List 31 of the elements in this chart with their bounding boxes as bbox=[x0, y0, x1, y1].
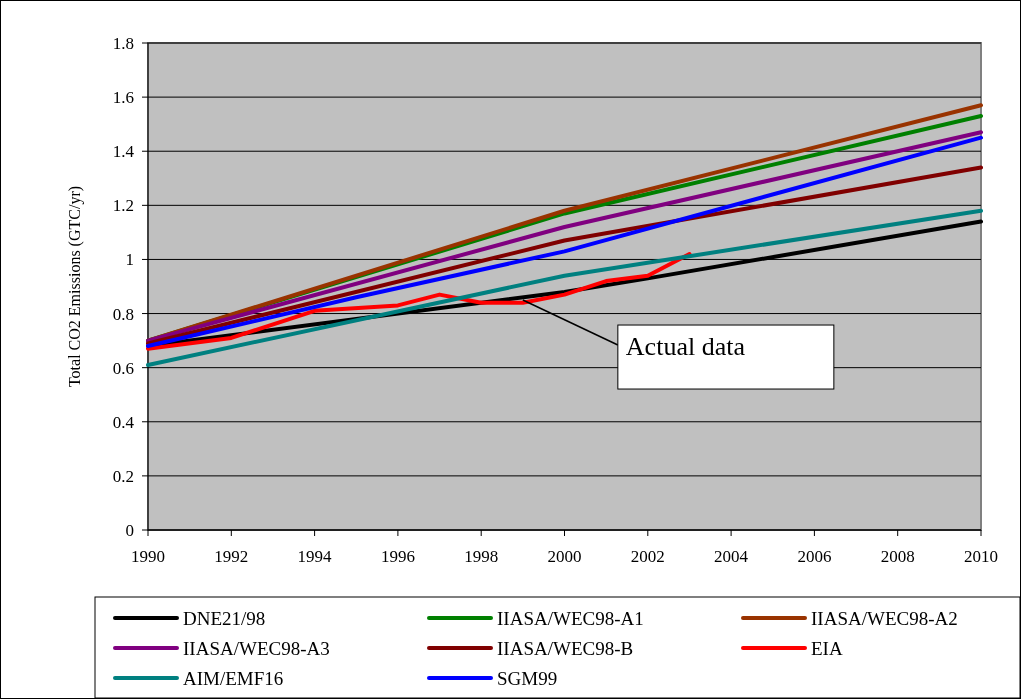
y-tick-label: 0.8 bbox=[112, 304, 134, 324]
x-tick-label: 1996 bbox=[380, 547, 415, 566]
y-tick-label: 0.4 bbox=[112, 412, 135, 432]
y-tick-label: 1.2 bbox=[112, 196, 134, 216]
y-tick-label: 1 bbox=[125, 250, 134, 270]
legend-label: AIM/EMF16 bbox=[183, 667, 284, 689]
y-tick-label: 1.8 bbox=[112, 33, 134, 53]
x-tick-label: 2002 bbox=[630, 547, 665, 566]
x-tick-label: 1990 bbox=[131, 547, 165, 566]
legend-label: IIASA/WEC98-A1 bbox=[497, 607, 644, 629]
y-tick-label: 0.2 bbox=[112, 466, 134, 486]
y-tick-label: 1.6 bbox=[112, 88, 134, 108]
legend-label: IIASA/WEC98-A2 bbox=[811, 607, 958, 629]
x-tick-label: 2006 bbox=[797, 547, 832, 566]
x-tick-label: 2004 bbox=[714, 547, 749, 566]
legend-label: IIASA/WEC98-B bbox=[497, 637, 634, 659]
x-tick-label: 1998 bbox=[464, 547, 499, 566]
x-tick-label: 2008 bbox=[880, 547, 915, 566]
legend-label: SGM99 bbox=[497, 667, 558, 689]
y-tick-label: 1.4 bbox=[112, 142, 135, 162]
annotation: Actual data bbox=[625, 332, 746, 362]
x-tick-label: 1994 bbox=[297, 547, 333, 566]
y-tick-label: 0 bbox=[125, 520, 134, 540]
x-tick-label: 2000 bbox=[547, 547, 582, 566]
x-tick-label: 2010 bbox=[964, 547, 998, 566]
legend-label: DNE21/98 bbox=[183, 607, 266, 629]
legend-label: EIA bbox=[811, 637, 843, 659]
y-axis-title: Total CO2 Emissions (GTC/yr) bbox=[66, 185, 84, 388]
legend-label: IIASA/WEC98-A3 bbox=[183, 637, 330, 659]
x-tick-label: 1992 bbox=[214, 547, 249, 566]
y-tick-label: 0.6 bbox=[112, 358, 134, 378]
